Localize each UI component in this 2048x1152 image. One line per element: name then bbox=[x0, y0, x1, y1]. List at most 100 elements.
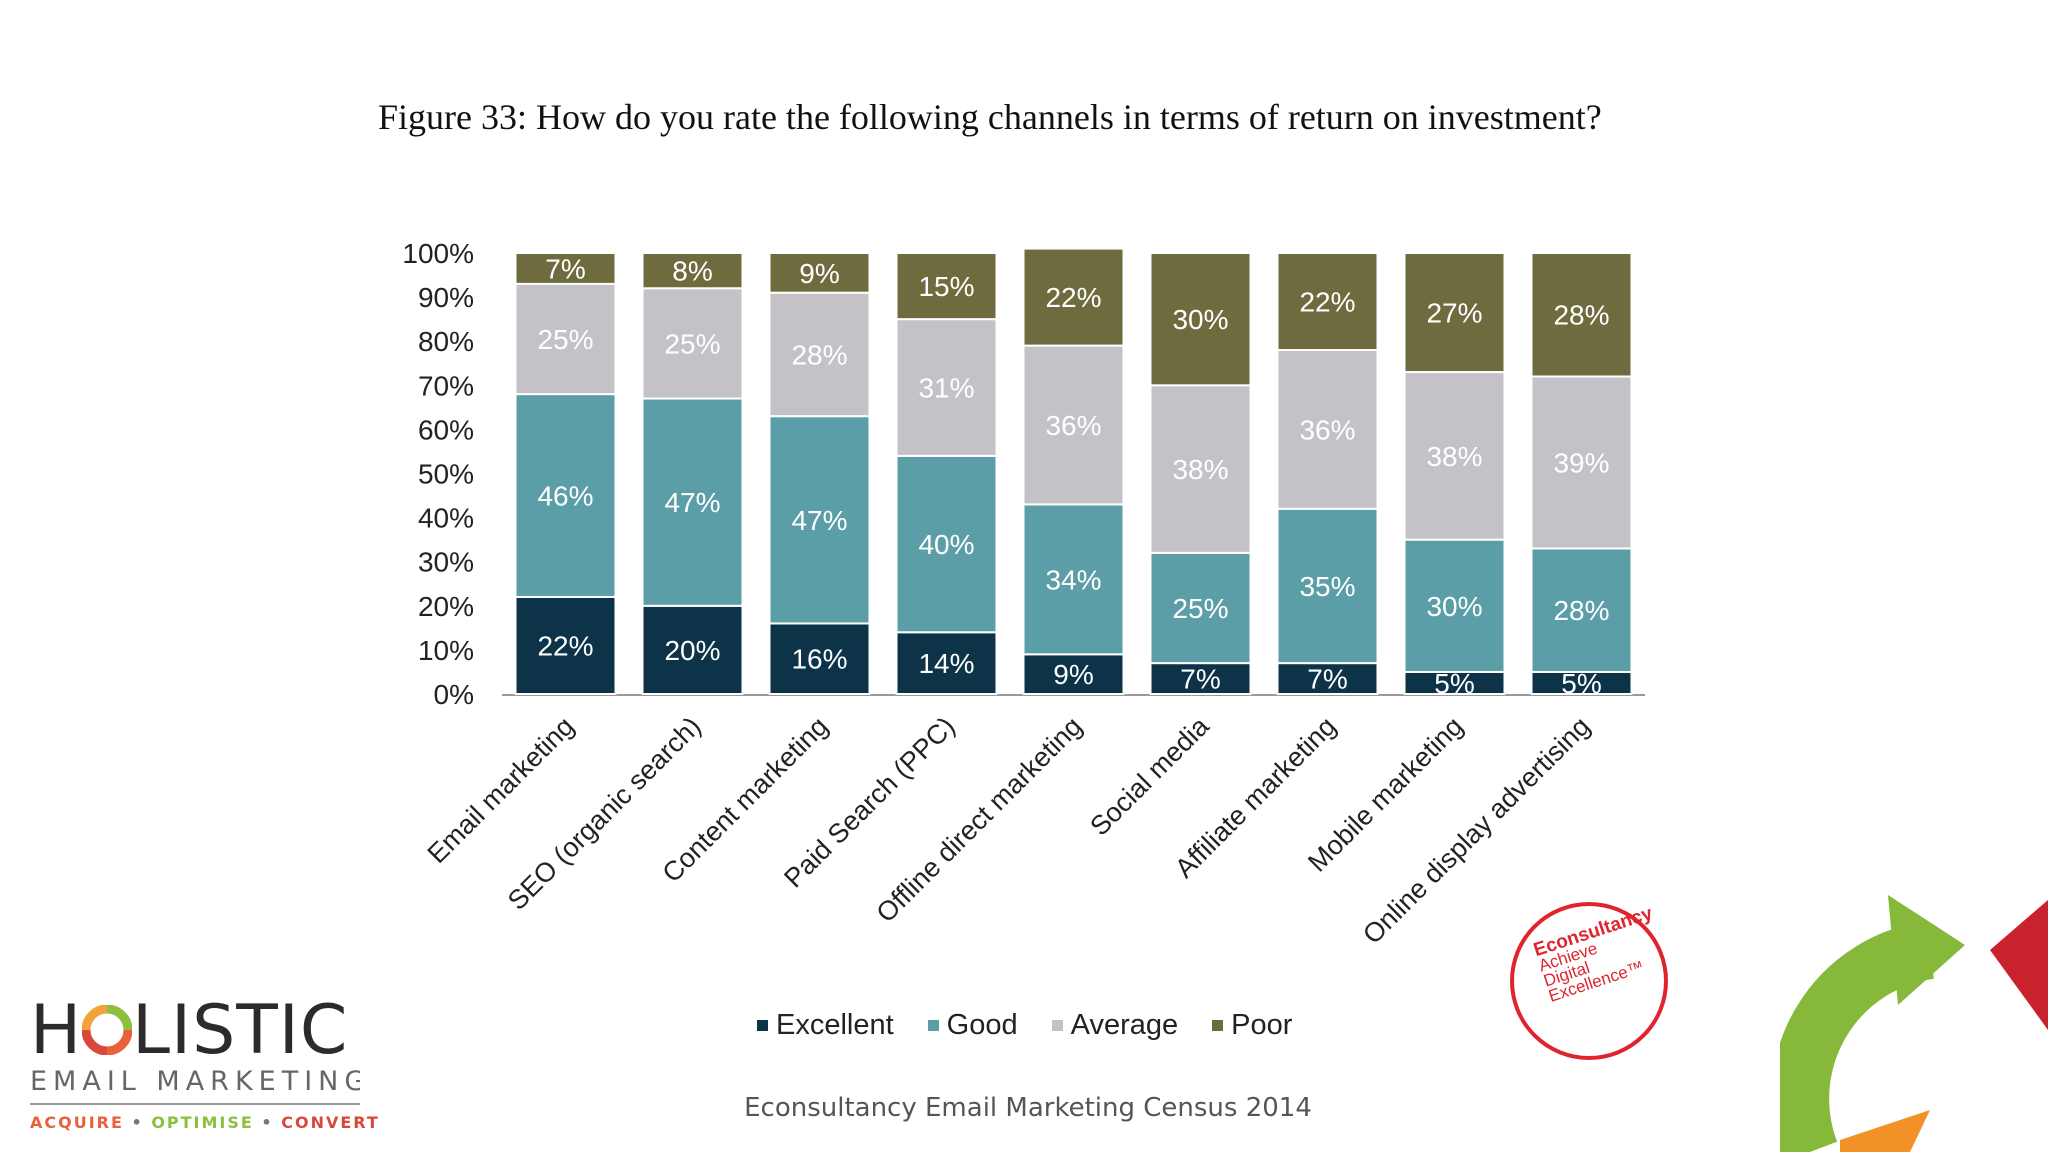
y-tick-label: 50% bbox=[418, 459, 474, 490]
data-label-poor: 28% bbox=[1553, 300, 1609, 331]
legend-label-average: Average bbox=[1070, 1008, 1179, 1041]
data-label-average: 25% bbox=[664, 328, 720, 359]
bar-segment-poor bbox=[1530, 252, 1633, 378]
y-tick-label: 70% bbox=[418, 370, 474, 401]
legend-item-average: Average bbox=[1051, 1008, 1179, 1042]
logo-wordmark-h: H bbox=[30, 991, 83, 1070]
data-label-average: 28% bbox=[791, 339, 847, 370]
tagline-acquire: ACQUIRE bbox=[30, 1113, 124, 1132]
legend-label-good: Good bbox=[946, 1008, 1018, 1041]
data-label-excellent: 16% bbox=[791, 644, 847, 675]
bar-segment-good bbox=[895, 454, 998, 634]
tagline-dot: • bbox=[131, 1113, 144, 1132]
bar-segment-excellent bbox=[768, 622, 871, 695]
holistic-logo: H LISTIC EMAIL MARKETING ACQUIRE • OPTIM… bbox=[30, 995, 378, 1132]
tagline-optimise: OPTIMISE bbox=[151, 1113, 254, 1132]
bar-segment-average bbox=[768, 291, 871, 418]
bar-segment-average bbox=[1530, 375, 1633, 550]
data-label-good: 35% bbox=[1299, 571, 1355, 602]
legend-swatch-poor bbox=[1212, 1019, 1224, 1031]
bar-segment-poor bbox=[1403, 252, 1506, 374]
x-tick-label: Social media bbox=[1084, 710, 1215, 841]
bar-segment-average bbox=[1403, 371, 1506, 541]
stamp-text: Econsultancy Achieve Digital Excellence™ bbox=[1531, 903, 1669, 1006]
y-tick-label: 40% bbox=[418, 503, 474, 534]
chart-legend: Excellent Good Average Poor bbox=[757, 1005, 1292, 1045]
data-label-good: 40% bbox=[918, 529, 974, 560]
footer-source: Econsultancy Email Marketing Census 2014 bbox=[744, 1093, 1312, 1123]
bar-segment-poor bbox=[768, 252, 871, 294]
data-label-poor: 9% bbox=[799, 258, 839, 289]
bar-segment-excellent bbox=[1022, 653, 1125, 695]
y-tick-label: 100% bbox=[402, 238, 474, 269]
legend-item-good: Good bbox=[927, 1008, 1018, 1042]
data-label-good: 47% bbox=[664, 487, 720, 518]
y-tick-label: 20% bbox=[418, 591, 474, 622]
legend-swatch-average bbox=[1051, 1019, 1063, 1031]
data-label-average: 38% bbox=[1172, 454, 1228, 485]
data-label-good: 47% bbox=[791, 505, 847, 536]
legend-swatch-excellent bbox=[757, 1019, 768, 1031]
legend-item-excellent: Excellent bbox=[757, 1009, 894, 1042]
data-label-good: 46% bbox=[537, 481, 593, 512]
data-label-poor: 22% bbox=[1045, 282, 1101, 313]
bar-segment-good bbox=[1403, 538, 1506, 673]
data-label-poor: 30% bbox=[1172, 304, 1228, 335]
tagline-convert: CONVERT bbox=[281, 1113, 380, 1132]
data-label-poor: 27% bbox=[1426, 298, 1482, 329]
bar-segment-average bbox=[1149, 384, 1252, 554]
logo-wordmark-rest: LISTIC bbox=[132, 991, 349, 1070]
chart-title: Figure 33: How do you rate the following… bbox=[378, 97, 1602, 137]
data-label-poor: 7% bbox=[545, 253, 585, 284]
bar-segment-good bbox=[514, 393, 617, 598]
data-label-poor: 15% bbox=[918, 271, 974, 302]
data-label-poor: 8% bbox=[672, 256, 712, 287]
y-tick-label: 90% bbox=[418, 282, 474, 313]
bar-segment-good bbox=[641, 397, 744, 607]
bar-segment-poor bbox=[514, 252, 617, 285]
data-label-good: 28% bbox=[1553, 595, 1609, 626]
bar-segment-excellent bbox=[514, 595, 617, 695]
data-label-excellent: 5% bbox=[1561, 668, 1601, 699]
data-label-average: 39% bbox=[1553, 447, 1609, 478]
data-label-average: 38% bbox=[1426, 441, 1482, 472]
y-tick-label: 30% bbox=[418, 547, 474, 578]
data-label-excellent: 7% bbox=[1180, 664, 1220, 695]
bar-segment-excellent bbox=[1276, 662, 1379, 696]
logo-divider bbox=[30, 1103, 360, 1105]
bar-segment-poor bbox=[1276, 252, 1379, 352]
bar-segment-average bbox=[641, 287, 744, 400]
econsultancy-stamp: Econsultancy Achieve Digital Excellence™ bbox=[1510, 902, 1668, 1060]
bar-segment-good bbox=[1276, 507, 1379, 665]
bar-segment-average bbox=[895, 318, 998, 457]
data-label-excellent: 5% bbox=[1434, 668, 1474, 699]
data-label-poor: 22% bbox=[1299, 287, 1355, 318]
data-label-average: 31% bbox=[918, 373, 974, 404]
bar-segment-poor bbox=[641, 252, 744, 290]
bar-segment-excellent bbox=[895, 631, 998, 696]
data-label-excellent: 22% bbox=[537, 630, 593, 661]
logo-subtitle: EMAIL MARKETING bbox=[30, 1067, 360, 1097]
logo-tagline: ACQUIRE • OPTIMISE • CONVERT bbox=[30, 1113, 378, 1132]
logo-wordmark: H LISTIC bbox=[30, 995, 370, 1067]
logo-ring-icon bbox=[82, 1005, 133, 1055]
legend-label-excellent: Excellent bbox=[776, 1008, 894, 1041]
y-tick-label: 10% bbox=[418, 635, 474, 666]
y-tick-label: 0% bbox=[434, 679, 474, 710]
y-tick-label: 80% bbox=[418, 326, 474, 357]
legend-item-poor: Poor bbox=[1212, 1009, 1292, 1042]
data-label-average: 36% bbox=[1045, 410, 1101, 441]
bar-segment-poor bbox=[1022, 247, 1125, 347]
legend-label-poor: Poor bbox=[1231, 1008, 1293, 1041]
bar-segment-excellent bbox=[641, 604, 744, 695]
bar-segment-good bbox=[1530, 547, 1633, 673]
data-label-average: 25% bbox=[537, 324, 593, 355]
legend-swatch-good bbox=[927, 1019, 939, 1031]
data-label-good: 30% bbox=[1426, 591, 1482, 622]
bar-segment-poor bbox=[1149, 252, 1252, 387]
data-label-excellent: 9% bbox=[1053, 659, 1093, 690]
data-label-good: 25% bbox=[1172, 593, 1228, 624]
tagline-dot: • bbox=[261, 1113, 274, 1132]
data-label-good: 34% bbox=[1045, 564, 1101, 595]
